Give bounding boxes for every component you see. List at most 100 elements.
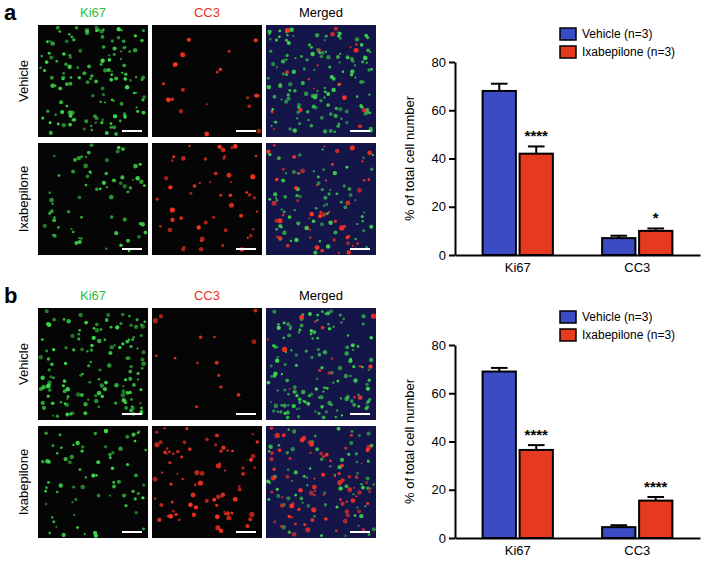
image-speckle bbox=[319, 211, 322, 214]
image-speckle bbox=[228, 50, 231, 53]
image-speckle bbox=[272, 201, 277, 206]
tick: CC3 bbox=[624, 260, 650, 275]
image-speckle bbox=[215, 433, 219, 437]
image-speckle bbox=[358, 124, 362, 128]
image-speckle bbox=[332, 382, 334, 384]
image-speckle bbox=[214, 443, 217, 446]
image-speckle bbox=[66, 413, 69, 416]
image-speckle bbox=[112, 481, 115, 484]
y-axis-title: % of total cell number bbox=[402, 95, 417, 221]
image-speckle bbox=[298, 331, 301, 334]
image-speckle bbox=[95, 474, 98, 477]
image-speckle bbox=[252, 228, 254, 230]
image-speckle bbox=[354, 77, 356, 79]
image-speckle bbox=[75, 26, 79, 30]
image-speckle bbox=[64, 362, 67, 365]
image-speckle bbox=[176, 450, 179, 453]
image-speckle bbox=[287, 428, 290, 431]
image-speckle bbox=[256, 94, 259, 97]
image-background bbox=[38, 143, 148, 255]
image-speckle bbox=[285, 378, 289, 382]
image-speckle bbox=[54, 84, 57, 87]
image-speckle bbox=[285, 39, 288, 42]
image-speckle bbox=[199, 182, 201, 184]
image-speckle bbox=[117, 146, 121, 150]
image-speckle bbox=[105, 318, 109, 322]
image-speckle bbox=[92, 336, 96, 340]
image-speckle bbox=[352, 493, 354, 495]
error-bar bbox=[528, 445, 545, 450]
image-speckle bbox=[298, 401, 301, 404]
image-speckle bbox=[313, 95, 318, 100]
image-speckle bbox=[297, 172, 299, 174]
image-speckle bbox=[335, 505, 338, 508]
image-speckle bbox=[323, 350, 327, 354]
image-speckle bbox=[318, 353, 322, 357]
image-speckle bbox=[267, 77, 270, 80]
image-speckle bbox=[283, 195, 287, 199]
image-speckle bbox=[62, 123, 66, 127]
image-speckle bbox=[336, 55, 340, 59]
image-speckle bbox=[141, 350, 145, 354]
image-speckle bbox=[275, 39, 278, 42]
row-label: Ixabepilone bbox=[16, 166, 31, 233]
image-speckle bbox=[85, 28, 89, 32]
image-speckle bbox=[255, 154, 258, 157]
image-speckle bbox=[324, 35, 326, 37]
tick-label: 20 bbox=[432, 199, 446, 214]
image-speckle bbox=[282, 433, 286, 437]
image-speckle bbox=[364, 34, 367, 37]
image-speckle bbox=[271, 110, 273, 112]
image-speckle bbox=[366, 387, 370, 391]
image-speckle bbox=[292, 429, 296, 433]
image-speckle bbox=[273, 95, 277, 99]
image-speckle bbox=[111, 451, 114, 454]
image-speckle bbox=[77, 333, 80, 336]
image-speckle bbox=[372, 527, 376, 531]
image-speckle bbox=[281, 178, 285, 182]
bar bbox=[639, 501, 672, 538]
image-speckle bbox=[104, 102, 106, 104]
image-speckle bbox=[363, 211, 365, 213]
image-speckle bbox=[328, 327, 331, 330]
image-speckle bbox=[140, 407, 143, 410]
image-speckle bbox=[66, 319, 71, 324]
image-speckle bbox=[91, 473, 95, 477]
image-speckle bbox=[345, 484, 349, 488]
image-speckle bbox=[78, 76, 81, 79]
image-speckle bbox=[339, 225, 344, 230]
image-speckle bbox=[333, 230, 337, 234]
image-speckle bbox=[321, 326, 325, 330]
image-speckle bbox=[93, 327, 96, 330]
image-speckle bbox=[357, 345, 360, 348]
image-speckle bbox=[115, 181, 117, 183]
image-speckle bbox=[309, 212, 314, 217]
image-speckle bbox=[141, 362, 146, 367]
image-background bbox=[152, 308, 262, 420]
image-speckle bbox=[52, 318, 56, 322]
image-speckle bbox=[339, 53, 341, 55]
image-speckle bbox=[239, 214, 243, 218]
image-speckle bbox=[72, 118, 76, 122]
image-speckle bbox=[237, 393, 241, 397]
image-speckle bbox=[368, 369, 370, 371]
error-cap bbox=[610, 524, 627, 526]
image-speckle bbox=[311, 507, 316, 512]
image-speckle bbox=[245, 524, 249, 528]
image-speckle bbox=[362, 314, 366, 318]
image-speckle bbox=[359, 104, 362, 107]
tick-mark bbox=[449, 110, 455, 112]
image-speckle bbox=[340, 321, 342, 323]
image-speckle bbox=[72, 38, 76, 42]
image-speckle bbox=[188, 447, 192, 451]
image-speckle bbox=[136, 347, 138, 349]
image-speckle bbox=[326, 387, 329, 390]
image-speckle bbox=[104, 338, 106, 340]
image-speckle bbox=[76, 392, 81, 397]
image-speckle bbox=[171, 97, 174, 100]
image-background bbox=[38, 308, 148, 420]
image-speckle bbox=[278, 36, 281, 39]
image-speckle bbox=[101, 395, 104, 398]
image-speckle bbox=[308, 78, 311, 81]
image-speckle bbox=[111, 70, 113, 72]
